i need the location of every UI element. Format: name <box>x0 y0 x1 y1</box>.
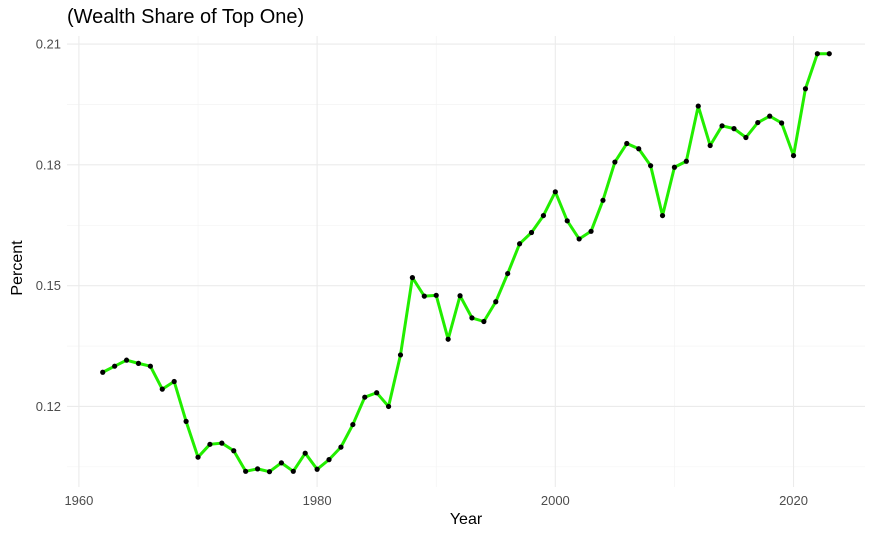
data-point <box>790 152 797 159</box>
y-tick-label: 0.12 <box>36 399 61 414</box>
data-point <box>457 293 463 299</box>
data-point <box>350 421 356 428</box>
data-point <box>397 352 404 358</box>
major-gridlines <box>67 36 865 487</box>
data-point <box>362 394 368 400</box>
data-point <box>243 468 249 474</box>
data-point <box>540 212 547 219</box>
data-point <box>135 360 142 366</box>
data-point <box>826 51 832 57</box>
series-points-group <box>100 51 832 475</box>
data-point <box>552 189 558 195</box>
data-point <box>683 158 689 164</box>
data-point <box>564 218 570 224</box>
data-point <box>445 336 451 342</box>
x-tick-label: 2000 <box>541 493 570 508</box>
y-tick-label: 0.21 <box>36 37 61 52</box>
x-tick-label: 2020 <box>779 493 808 508</box>
data-point <box>648 163 654 169</box>
data-point <box>385 403 392 410</box>
data-point <box>219 440 225 446</box>
data-point <box>731 126 737 132</box>
data-point <box>231 448 237 454</box>
series-line-group <box>101 52 831 474</box>
data-point <box>100 369 106 375</box>
data-point <box>374 390 380 396</box>
chart-title: (Wealth Share of Top One) <box>67 6 305 28</box>
data-point <box>695 103 701 109</box>
x-tick-label: 1980 <box>303 493 332 508</box>
data-point <box>779 120 785 126</box>
data-point <box>588 228 594 234</box>
data-point <box>600 197 606 203</box>
data-point <box>421 293 427 299</box>
data-point <box>576 236 582 242</box>
data-point <box>183 418 189 424</box>
data-point <box>493 299 499 305</box>
data-point <box>195 454 201 460</box>
data-point <box>123 357 130 363</box>
minor-gridlines <box>67 36 865 487</box>
x-tick-label: 1960 <box>64 493 93 508</box>
data-point <box>302 450 308 456</box>
data-point <box>112 363 118 369</box>
data-point <box>147 363 153 369</box>
data-point <box>707 142 713 149</box>
data-point <box>719 123 725 129</box>
data-point <box>433 292 439 298</box>
data-point <box>278 460 284 466</box>
data-point <box>767 113 773 119</box>
series-line <box>101 52 831 474</box>
y-tick-labels: 0.12 0.15 0.18 0.21 <box>36 37 61 414</box>
data-point <box>505 270 511 277</box>
x-tick-labels: 1960 1980 2000 2020 <box>64 493 808 508</box>
data-point <box>171 378 177 385</box>
data-point <box>266 469 273 475</box>
data-point <box>624 140 630 147</box>
data-point <box>409 275 416 281</box>
data-point <box>755 119 761 126</box>
data-point <box>636 146 642 152</box>
data-point <box>516 241 523 247</box>
y-tick-label: 0.15 <box>36 278 61 293</box>
data-point <box>481 318 487 325</box>
data-point <box>326 457 332 463</box>
data-point <box>469 315 475 321</box>
data-point <box>290 468 296 474</box>
data-point <box>207 441 213 447</box>
data-point <box>659 212 666 219</box>
data-point <box>743 134 749 141</box>
data-point <box>612 159 618 165</box>
y-tick-label: 0.18 <box>36 157 61 172</box>
data-point <box>159 386 165 392</box>
data-point <box>314 466 320 472</box>
data-point <box>671 164 678 170</box>
data-point <box>802 86 809 92</box>
data-point <box>814 51 820 57</box>
data-point <box>528 229 535 236</box>
data-point <box>338 444 344 450</box>
data-point <box>254 466 261 472</box>
x-axis-label: Year <box>449 511 483 528</box>
